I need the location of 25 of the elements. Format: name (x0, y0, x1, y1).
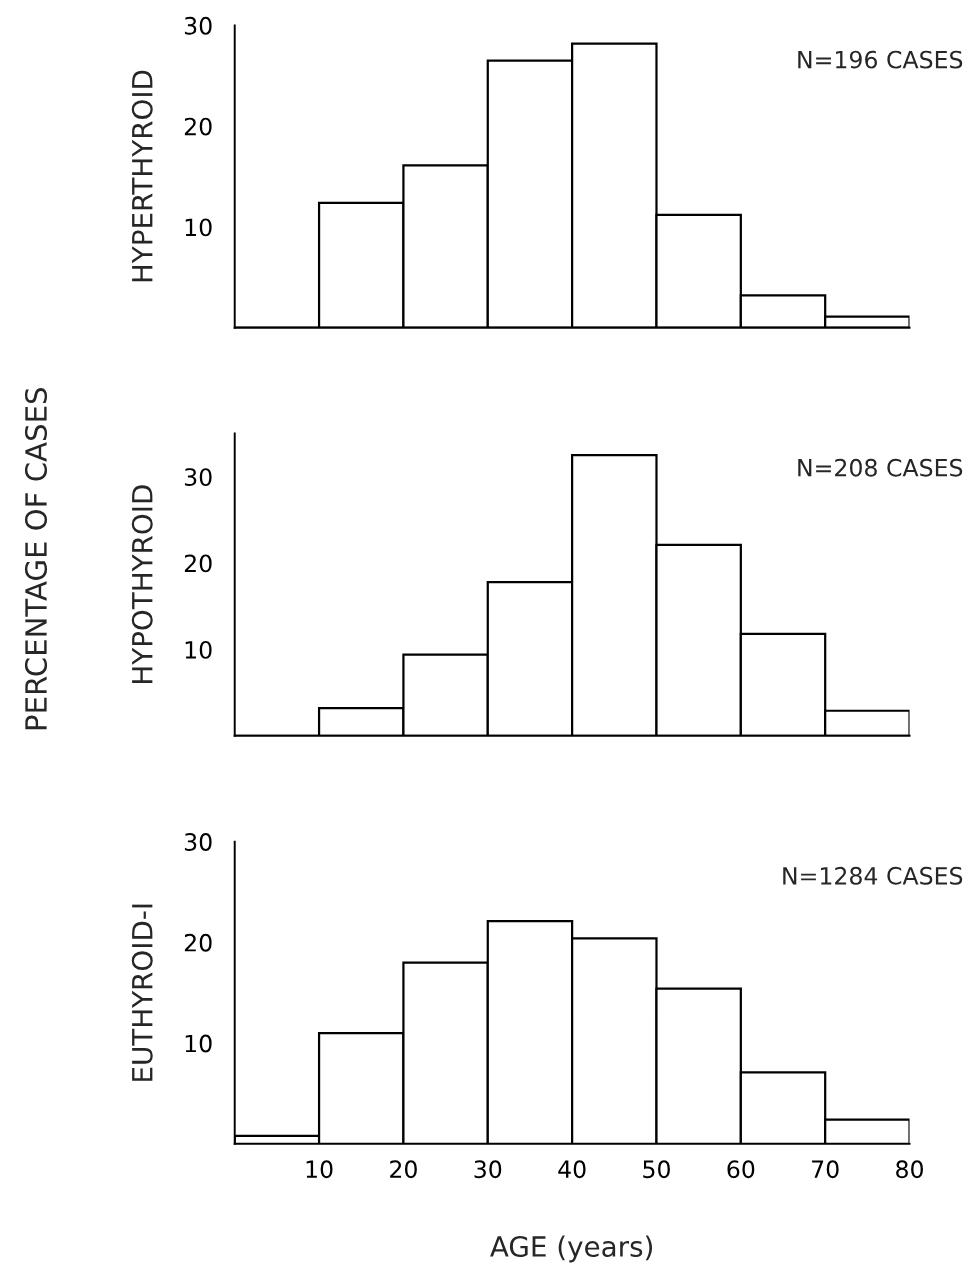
x-tick-label: 60 (727, 1160, 755, 1179)
y-tick-label: 10 (185, 1034, 212, 1053)
y-tick-label: 20 (184, 117, 212, 136)
y-tick-label: 20 (184, 554, 212, 573)
x-tick-label: 70 (812, 1160, 839, 1179)
annotation: N=1284 CASES (783, 866, 963, 885)
x-tick-label: 40 (558, 1160, 586, 1179)
y-tick-label: 30 (184, 16, 212, 35)
y-tick-label: 10 (185, 218, 212, 237)
text: PERCENTAGE OF CASES (24, 388, 48, 730)
y-tick-label: 10 (185, 640, 212, 659)
x-tick-label: 80 (896, 1160, 923, 1179)
x-tick-label: 30 (474, 1160, 502, 1179)
y-tick-label: 30 (184, 833, 212, 851)
x-tick-label: 20 (390, 1160, 417, 1179)
y-tick-label: 30 (184, 468, 212, 486)
y-axis-title: EUTHYROID-I (131, 904, 153, 1081)
y-axis-title: HYPERTHYROID (131, 70, 153, 282)
annotation: N=208 CASES (798, 458, 963, 477)
x-tick-label: 50 (643, 1160, 670, 1179)
y-axis-title: HYPOTHYROID (131, 485, 153, 683)
y-tick-label: 20 (184, 933, 212, 952)
x-axis-title: AGE (years) (490, 1235, 653, 1263)
annotation: N=196 CASES (798, 50, 963, 69)
x-tick-label: 10 (306, 1160, 333, 1179)
